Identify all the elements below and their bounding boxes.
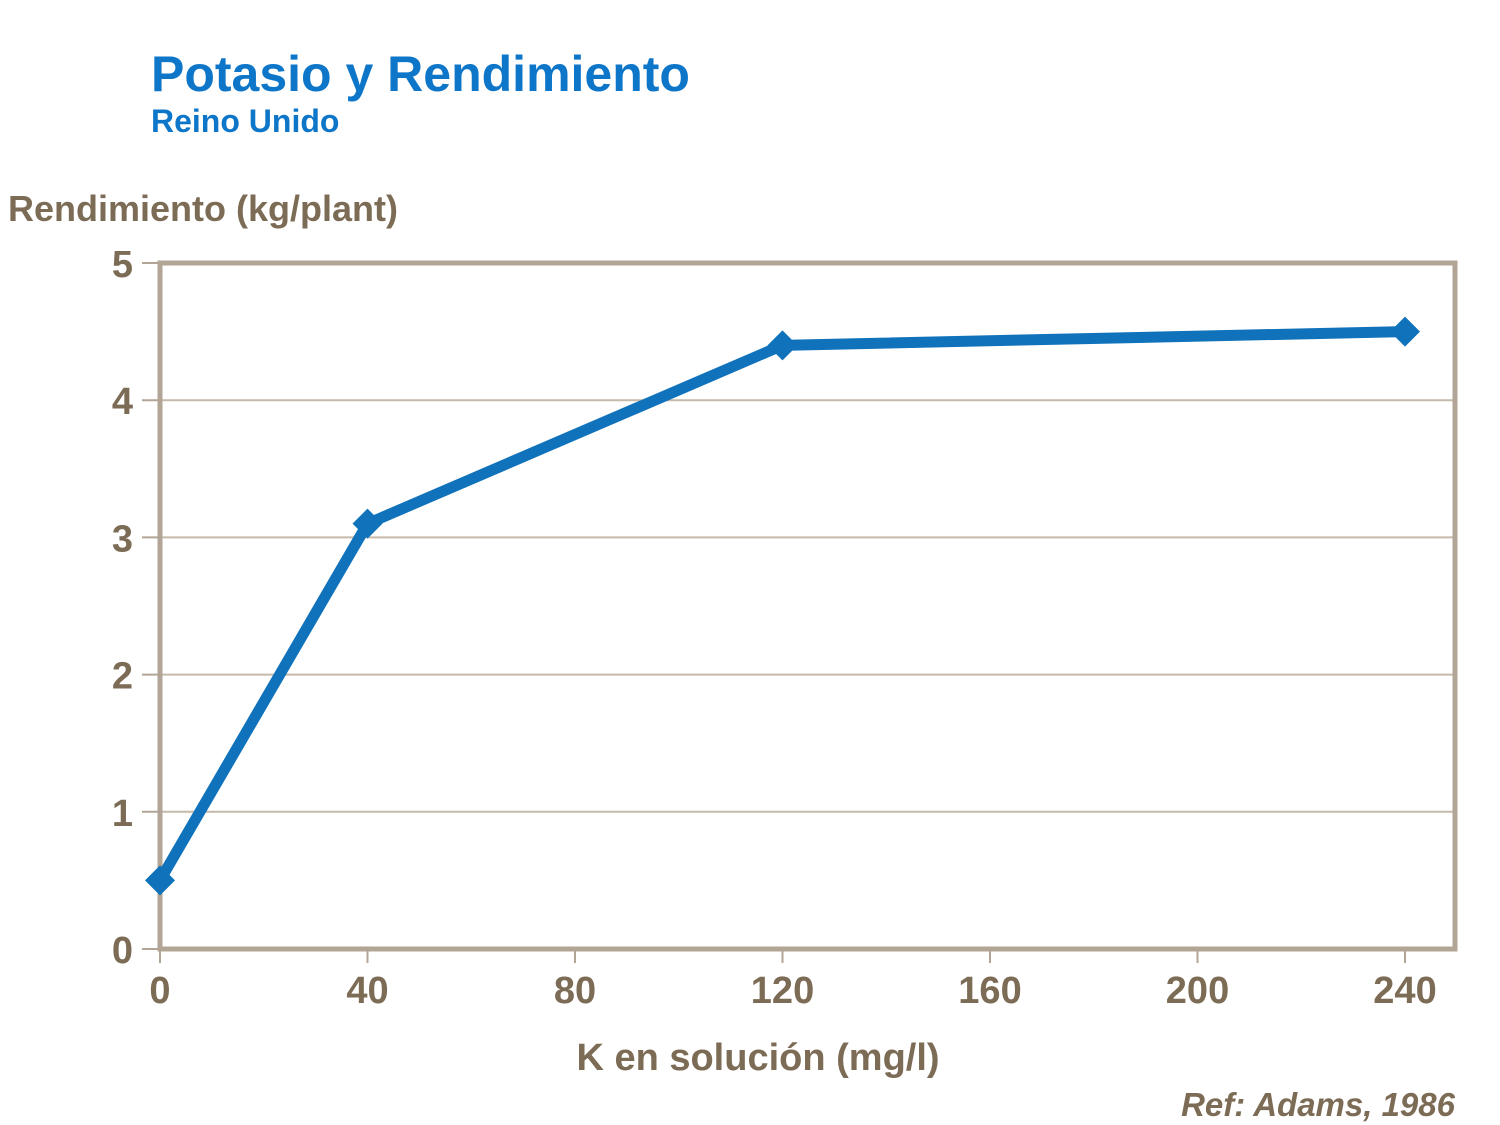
data-point-marker: [145, 865, 175, 896]
y-tick-label: 4: [112, 381, 133, 423]
data-point-marker: [352, 508, 383, 539]
plot-frame: [157, 260, 1458, 952]
y-tick-label: 3: [112, 518, 133, 560]
y-tick-label: 5: [112, 244, 133, 286]
x-tick-label: 0: [149, 970, 170, 1012]
x-tick-label: 80: [554, 970, 596, 1012]
y-tick-label: 2: [112, 656, 133, 698]
y-axis-title: Rendimiento (kg/plant): [8, 188, 398, 229]
x-tick-label: 200: [1166, 970, 1229, 1012]
data-point-marker: [767, 330, 798, 361]
x-tick-label: 40: [346, 970, 388, 1012]
x-tick-label: 240: [1373, 970, 1436, 1012]
x-tick-label: 120: [751, 970, 814, 1012]
x-axis-title: K en solución (mg/l): [576, 1037, 940, 1079]
reference-text: Ref: Adams, 1986: [1181, 1086, 1455, 1123]
data-point-marker: [1390, 316, 1420, 347]
chart-subtitle: Reino Unido: [151, 102, 340, 139]
title-block: Potasio y Rendimiento Reino Unido: [151, 46, 690, 139]
y-tick-label: 1: [112, 793, 133, 835]
y-tick-label: 0: [112, 930, 133, 972]
chart-title: Potasio y Rendimiento: [151, 46, 690, 102]
x-tick-label: 160: [958, 970, 1021, 1012]
data-line: [154, 326, 1411, 886]
